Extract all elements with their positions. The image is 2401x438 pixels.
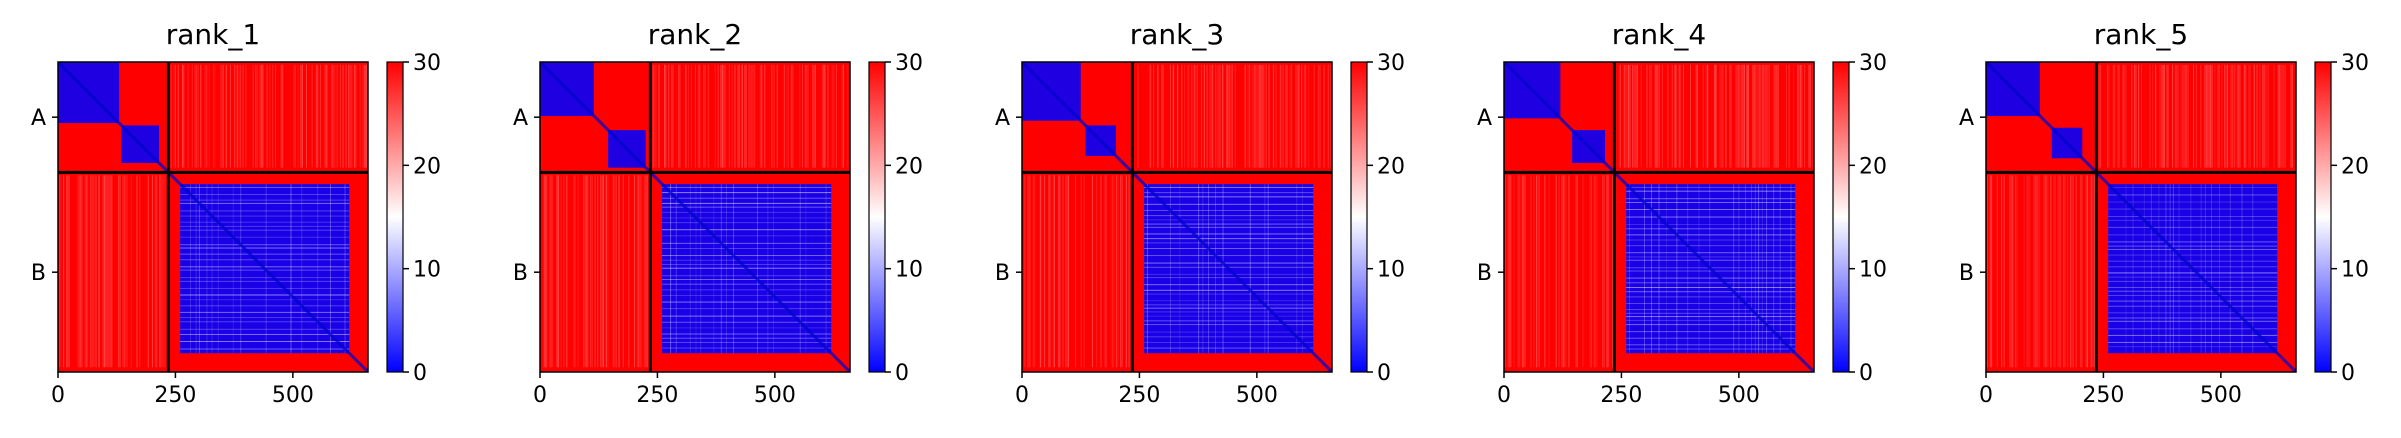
x-tick-label: 500 (1236, 383, 1278, 408)
colorbar-tick-label: 20 (895, 154, 923, 179)
colorbar-tick-label: 10 (1377, 258, 1405, 283)
chart-title: rank_3 (1130, 18, 1224, 51)
colorbar-tick-label: 30 (1859, 51, 1887, 76)
pae-panel-2: rank_2 A B 0 250 500 0 10 20 30 (513, 18, 923, 408)
x-tick-label: 500 (2200, 383, 2242, 408)
colorbar (1832, 61, 1850, 373)
y-tick-label: B (31, 261, 46, 286)
x-tick-label: 500 (1718, 383, 1760, 408)
colorbar-tick-label: 0 (413, 361, 427, 386)
heatmap-cells (1504, 62, 1814, 372)
x-tick-label: 250 (1600, 383, 1642, 408)
heatmap-cells (1986, 62, 2296, 372)
colorbar-tick-label: 20 (1859, 154, 1887, 179)
colorbar-tick-label: 0 (1377, 361, 1391, 386)
x-tick-label: 0 (1497, 383, 1511, 408)
colorbar-tick-label: 0 (895, 361, 909, 386)
colorbar-tick-label: 20 (2341, 154, 2369, 179)
y-tick-label: B (1959, 261, 1974, 286)
chart-title: rank_5 (2094, 18, 2188, 51)
y-tick-label: A (1477, 106, 1492, 131)
colorbar-tick-label: 30 (413, 51, 441, 76)
x-tick-label: 0 (1015, 383, 1029, 408)
heatmap-cells (540, 62, 850, 372)
colorbar (1350, 61, 1368, 373)
y-tick-label: B (1477, 261, 1492, 286)
colorbar (386, 61, 404, 373)
colorbar-tick-label: 0 (2341, 361, 2355, 386)
pae-panel-5: rank_5 A B 0 250 500 0 10 20 30 (1959, 18, 2369, 408)
colorbar-tick-label: 30 (2341, 51, 2369, 76)
pae-panel-4: rank_4 A B 0 250 500 0 10 20 30 (1477, 18, 1887, 408)
x-tick-label: 500 (272, 383, 314, 408)
heatmap-cells (1022, 62, 1332, 372)
chart-title: rank_2 (648, 18, 742, 51)
pae-panel-1: rank_1 A B 0 250 500 0 10 20 30 (31, 18, 441, 408)
plot-frame (1985, 61, 2297, 373)
colorbar (868, 61, 886, 373)
y-tick-label: B (513, 261, 528, 286)
y-tick-label: A (31, 106, 46, 131)
chart-title: rank_1 (166, 18, 260, 51)
colorbar-tick-label: 0 (1859, 361, 1873, 386)
plot-frame (539, 61, 851, 373)
x-tick-label: 250 (1118, 383, 1160, 408)
x-tick-label: 0 (51, 383, 65, 408)
heatmap-cells (58, 62, 368, 372)
plot-frame (1021, 61, 1333, 373)
x-tick-label: 250 (636, 383, 678, 408)
x-tick-label: 500 (754, 383, 796, 408)
y-tick-label: A (995, 106, 1010, 131)
y-tick-label: B (995, 261, 1010, 286)
colorbar-tick-label: 10 (895, 258, 923, 283)
x-tick-label: 0 (1979, 383, 1993, 408)
colorbar-tick-label: 20 (1377, 154, 1405, 179)
x-tick-label: 250 (2082, 383, 2124, 408)
colorbar-tick-label: 30 (1377, 51, 1405, 76)
plot-frame (1503, 61, 1815, 373)
colorbar-tick-label: 10 (1859, 258, 1887, 283)
x-tick-label: 250 (154, 383, 196, 408)
colorbar-tick-label: 30 (895, 51, 923, 76)
colorbar-tick-label: 20 (413, 154, 441, 179)
plot-frame (57, 61, 369, 373)
colorbar (2314, 61, 2332, 373)
y-tick-label: A (513, 106, 528, 131)
colorbar-tick-label: 10 (413, 258, 441, 283)
colorbar-tick-label: 10 (2341, 258, 2369, 283)
x-tick-label: 0 (533, 383, 547, 408)
chart-title: rank_4 (1612, 18, 1706, 51)
pae-panel-3: rank_3 A B 0 250 500 0 10 20 30 (995, 18, 1405, 408)
y-tick-label: A (1959, 106, 1974, 131)
